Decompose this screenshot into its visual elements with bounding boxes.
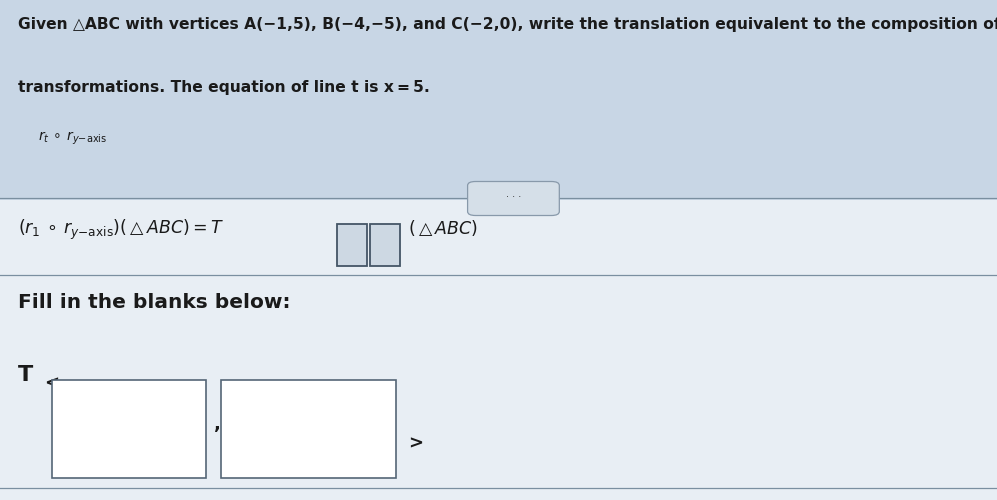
Text: transformations. The equation of line t is x = 5.: transformations. The equation of line t …: [18, 80, 430, 95]
FancyBboxPatch shape: [52, 380, 206, 478]
FancyBboxPatch shape: [221, 380, 396, 478]
FancyBboxPatch shape: [468, 182, 559, 216]
FancyBboxPatch shape: [337, 224, 367, 266]
Text: $r_t\,\circ\,r_{y\mathrm{-axis}}$: $r_t\,\circ\,r_{y\mathrm{-axis}}$: [38, 130, 107, 148]
Text: $(\triangle ABC)$: $(\triangle ABC)$: [408, 218, 478, 238]
Text: T: T: [18, 365, 33, 385]
Text: >: >: [408, 434, 423, 452]
Text: <: <: [44, 375, 59, 393]
Bar: [0, 200, 997, 500]
Text: Fill in the blanks below:: Fill in the blanks below:: [18, 292, 290, 312]
Text: · · ·: · · ·: [505, 192, 521, 202]
FancyBboxPatch shape: [370, 224, 400, 266]
Text: $(r_1\,\circ\,r_{y\mathrm{-axis}})(\triangle ABC) = T$: $(r_1\,\circ\,r_{y\mathrm{-axis}})(\tria…: [18, 218, 224, 242]
Text: ,: ,: [214, 415, 221, 433]
Text: Given △ABC with vertices A(−1,5), B(−4,−5), and C(−2,0), write the translation e: Given △ABC with vertices A(−1,5), B(−4,−…: [18, 18, 997, 32]
